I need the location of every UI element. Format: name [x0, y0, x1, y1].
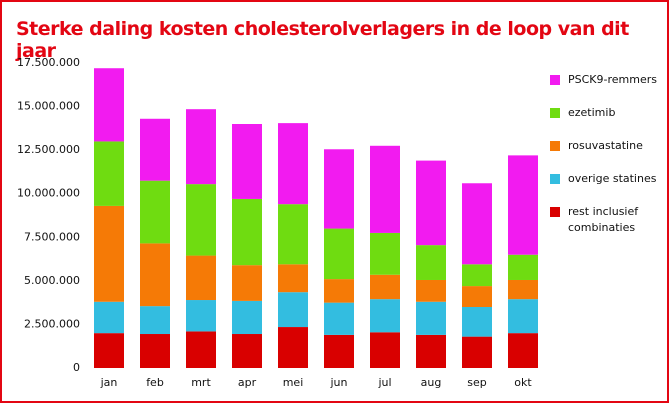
legend-label: ezetimib [568, 106, 616, 119]
legend-item: rest inclusief combinaties [550, 204, 662, 236]
bar-segment [94, 301, 124, 334]
bar-segment [186, 255, 216, 301]
bar-segment [278, 327, 308, 368]
bar-segment [186, 300, 216, 332]
bar-segment [186, 184, 216, 256]
x-tick-label: aug [421, 376, 442, 389]
bar-segment [508, 254, 538, 280]
bar-segment [232, 334, 262, 368]
y-tick-label: 7.500.000 [24, 230, 80, 243]
y-tick-label: 10.000.000 [17, 187, 80, 200]
bar-segment [140, 118, 170, 181]
bar-segment [94, 141, 124, 206]
bar-segment [416, 245, 446, 280]
bar-segment [416, 301, 446, 335]
bar-segment [462, 336, 492, 368]
y-tick-label: 5.000.000 [24, 274, 80, 287]
bar-segment [370, 299, 400, 333]
bar-segment [94, 68, 124, 142]
bar-segment [140, 180, 170, 244]
y-tick-label: 15.000.000 [17, 100, 80, 113]
bar-segment [278, 264, 308, 293]
y-tick-label: 17.500.000 [17, 56, 80, 69]
legend-swatch [550, 207, 560, 217]
legend-swatch [550, 75, 560, 85]
bar-segment [278, 123, 308, 205]
bar-segment [186, 331, 216, 368]
bar-segment [370, 232, 400, 275]
legend-item: overige statines [550, 171, 662, 187]
legend-item: rosuvastatine [550, 138, 662, 154]
x-tick-label: jul [377, 376, 391, 389]
bar-segment [370, 274, 400, 300]
bar-segment [462, 307, 492, 337]
legend-item: ezetimib [550, 105, 662, 121]
bar-segment [324, 149, 354, 229]
bar-segment [508, 279, 538, 300]
bar-segment [462, 264, 492, 287]
x-tick-label: sep [467, 376, 486, 389]
bar-segment [232, 198, 262, 266]
bar-segment [508, 299, 538, 334]
x-tick-label: jun [330, 376, 348, 389]
bar-segment [278, 292, 308, 328]
bar-segment [94, 333, 124, 368]
legend-label: rosuvastatine [568, 139, 643, 152]
legend-swatch [550, 141, 560, 151]
bar-segment [324, 228, 354, 280]
bar-segment [232, 265, 262, 301]
bar-segment [416, 334, 446, 368]
bar-segment [370, 332, 400, 368]
bar-segment [416, 160, 446, 246]
bar-segment [370, 145, 400, 233]
bar-segment [508, 155, 538, 255]
y-tick-label: 2.500.000 [24, 317, 80, 330]
bar-segment [462, 183, 492, 265]
x-tick-label: jan [100, 376, 118, 389]
y-tick-label: 12.500.000 [17, 143, 80, 156]
bar-segment [508, 333, 538, 368]
x-tick-label: feb [146, 376, 164, 389]
legend-label: rest inclusief combinaties [568, 205, 639, 234]
bar-segment [186, 109, 216, 185]
legend-swatch [550, 108, 560, 118]
y-tick-label: 0 [73, 361, 80, 374]
bar-segment [232, 124, 262, 199]
chart-title: Sterke daling kosten cholesterolverlager… [16, 18, 629, 62]
bar-segment [324, 334, 354, 368]
legend: PSCK9-remmers ezetimib rosuvastatine overig… [550, 72, 662, 253]
bar-segment [416, 279, 446, 302]
legend-label: PSCK9-remmers [568, 73, 657, 86]
bar-segment [94, 205, 124, 302]
x-tick-label: apr [238, 376, 257, 389]
bar-segment [232, 300, 262, 335]
legend-label: overige statines [568, 172, 657, 185]
bar-segment [140, 334, 170, 368]
bar-segment [324, 302, 354, 335]
legend-item: PSCK9-remmers [550, 72, 662, 88]
x-tick-label: mei [283, 376, 304, 389]
bar-segment [278, 204, 308, 265]
legend-swatch [550, 174, 560, 184]
bar-segment [462, 286, 492, 307]
bar-segment [324, 279, 354, 303]
bar-segment [140, 306, 170, 335]
x-tick-label: mrt [191, 376, 211, 389]
bar-segment [140, 243, 170, 307]
x-tick-label: okt [514, 376, 532, 389]
